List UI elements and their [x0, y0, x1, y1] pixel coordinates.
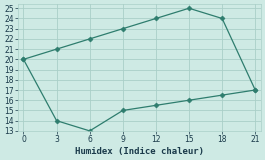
X-axis label: Humidex (Indice chaleur): Humidex (Indice chaleur): [75, 147, 204, 156]
